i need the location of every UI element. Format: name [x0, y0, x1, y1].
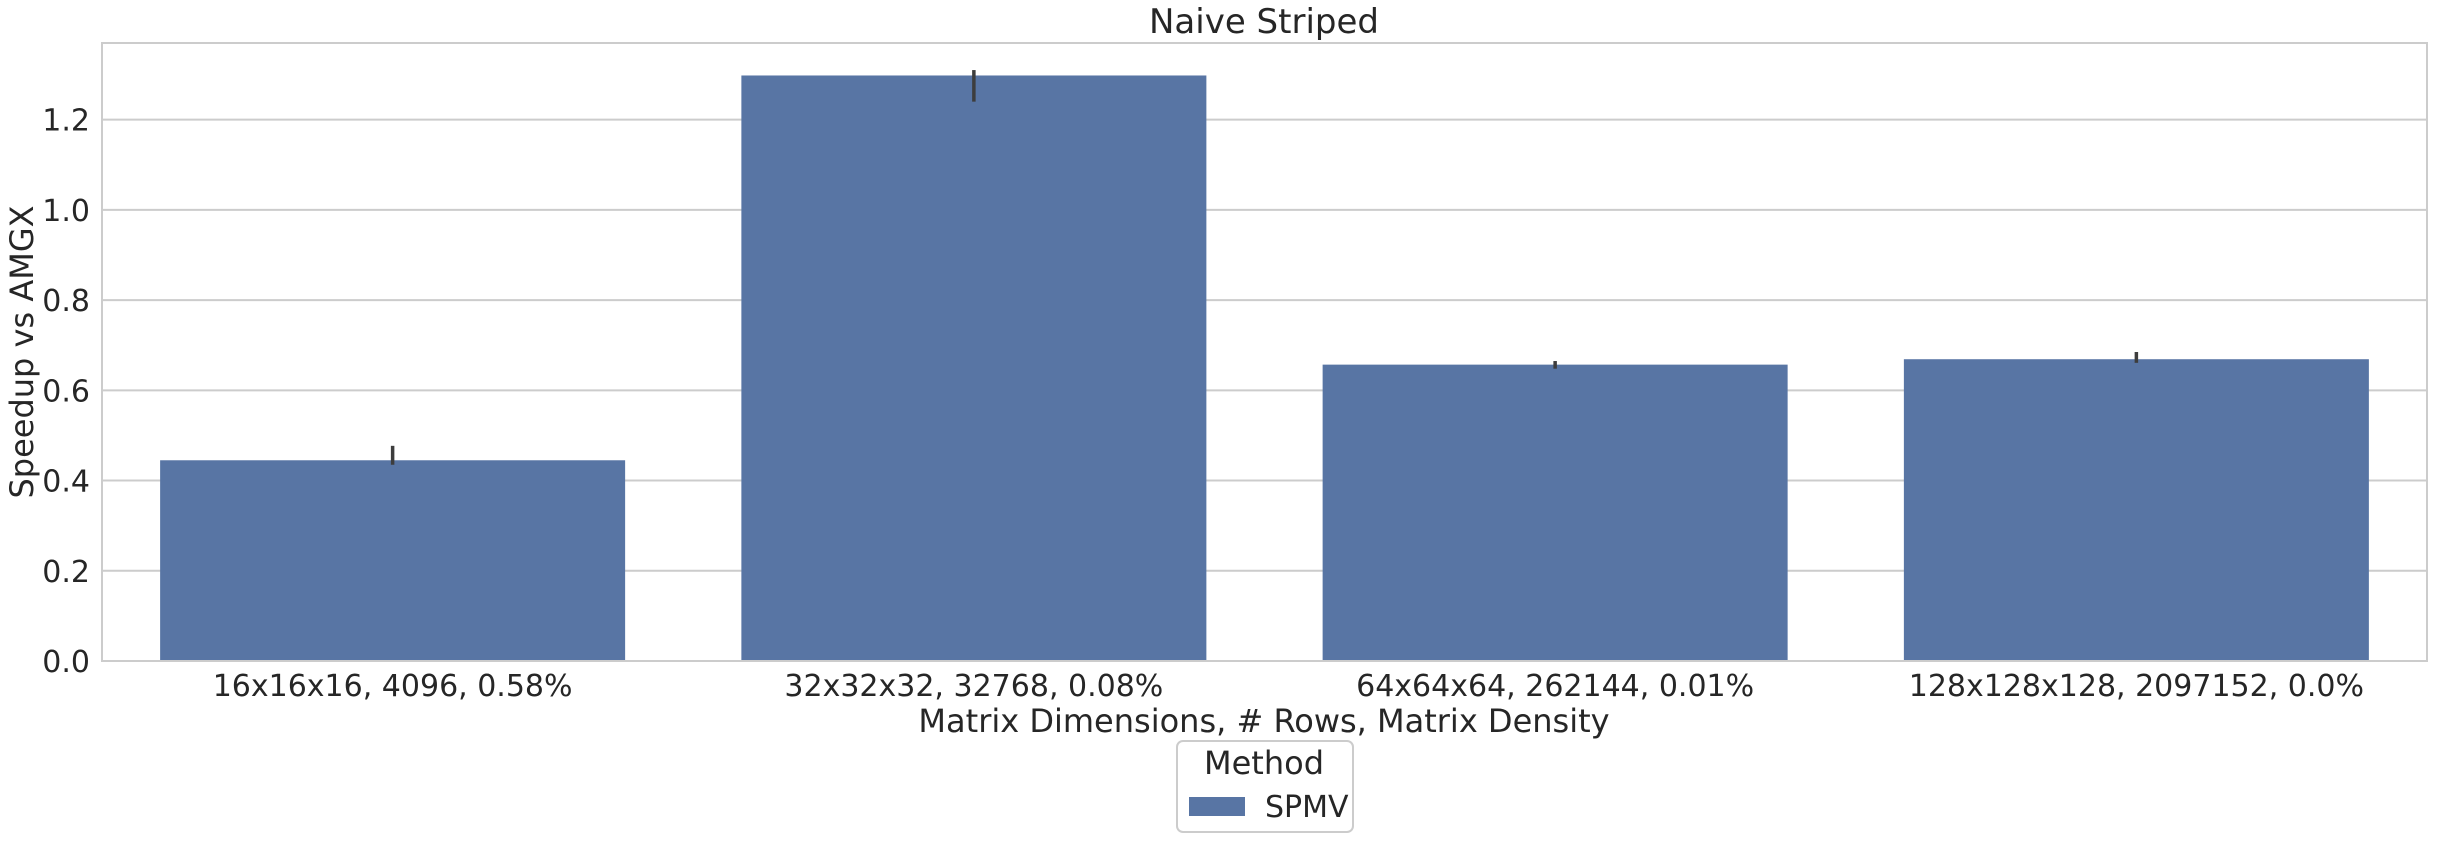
legend: Method SPMV: [1176, 740, 1354, 833]
y-tick-label: 1.0: [42, 194, 90, 229]
error-bars: [390, 70, 2139, 465]
y-tick-label: 0.2: [42, 555, 90, 590]
legend-swatch: [1189, 797, 1245, 816]
chart-title: Naive Striped: [1149, 2, 1379, 42]
legend-label: SPMV: [1265, 790, 1349, 825]
plot-frame: [101, 42, 2428, 662]
legend-title: Method: [1204, 744, 1324, 782]
x-tick-label: 32x32x32, 32768, 0.08%: [784, 669, 1163, 704]
bar: [1322, 364, 1788, 661]
bars: [160, 75, 2369, 662]
y-tick-labels: 0.0 0.2 0.4 0.6 0.8 1.0 1.2: [42, 104, 90, 680]
y-tick-label: 0.4: [42, 465, 90, 500]
x-tick-label: 64x64x64, 262144, 0.01%: [1356, 669, 1754, 704]
x-tick-label: 128x128x128, 2097152, 0.0%: [1909, 669, 2364, 704]
x-tick-label: 16x16x16, 4096, 0.58%: [213, 669, 573, 704]
y-tick-label: 0.0: [42, 645, 90, 680]
bar: [1903, 359, 2369, 661]
x-axis-label: Matrix Dimensions, # Rows, Matrix Densit…: [918, 702, 1609, 740]
y-tick-label: 1.2: [42, 104, 90, 139]
x-tick-labels: 16x16x16, 4096, 0.58% 32x32x32, 32768, 0.…: [213, 669, 2364, 704]
y-tick-label: 0.6: [42, 374, 90, 409]
y-tick-label: 0.8: [42, 284, 90, 319]
bar: [741, 75, 1207, 662]
bar: [160, 460, 626, 661]
y-axis-label: Speedup vs AMGX: [3, 205, 41, 498]
